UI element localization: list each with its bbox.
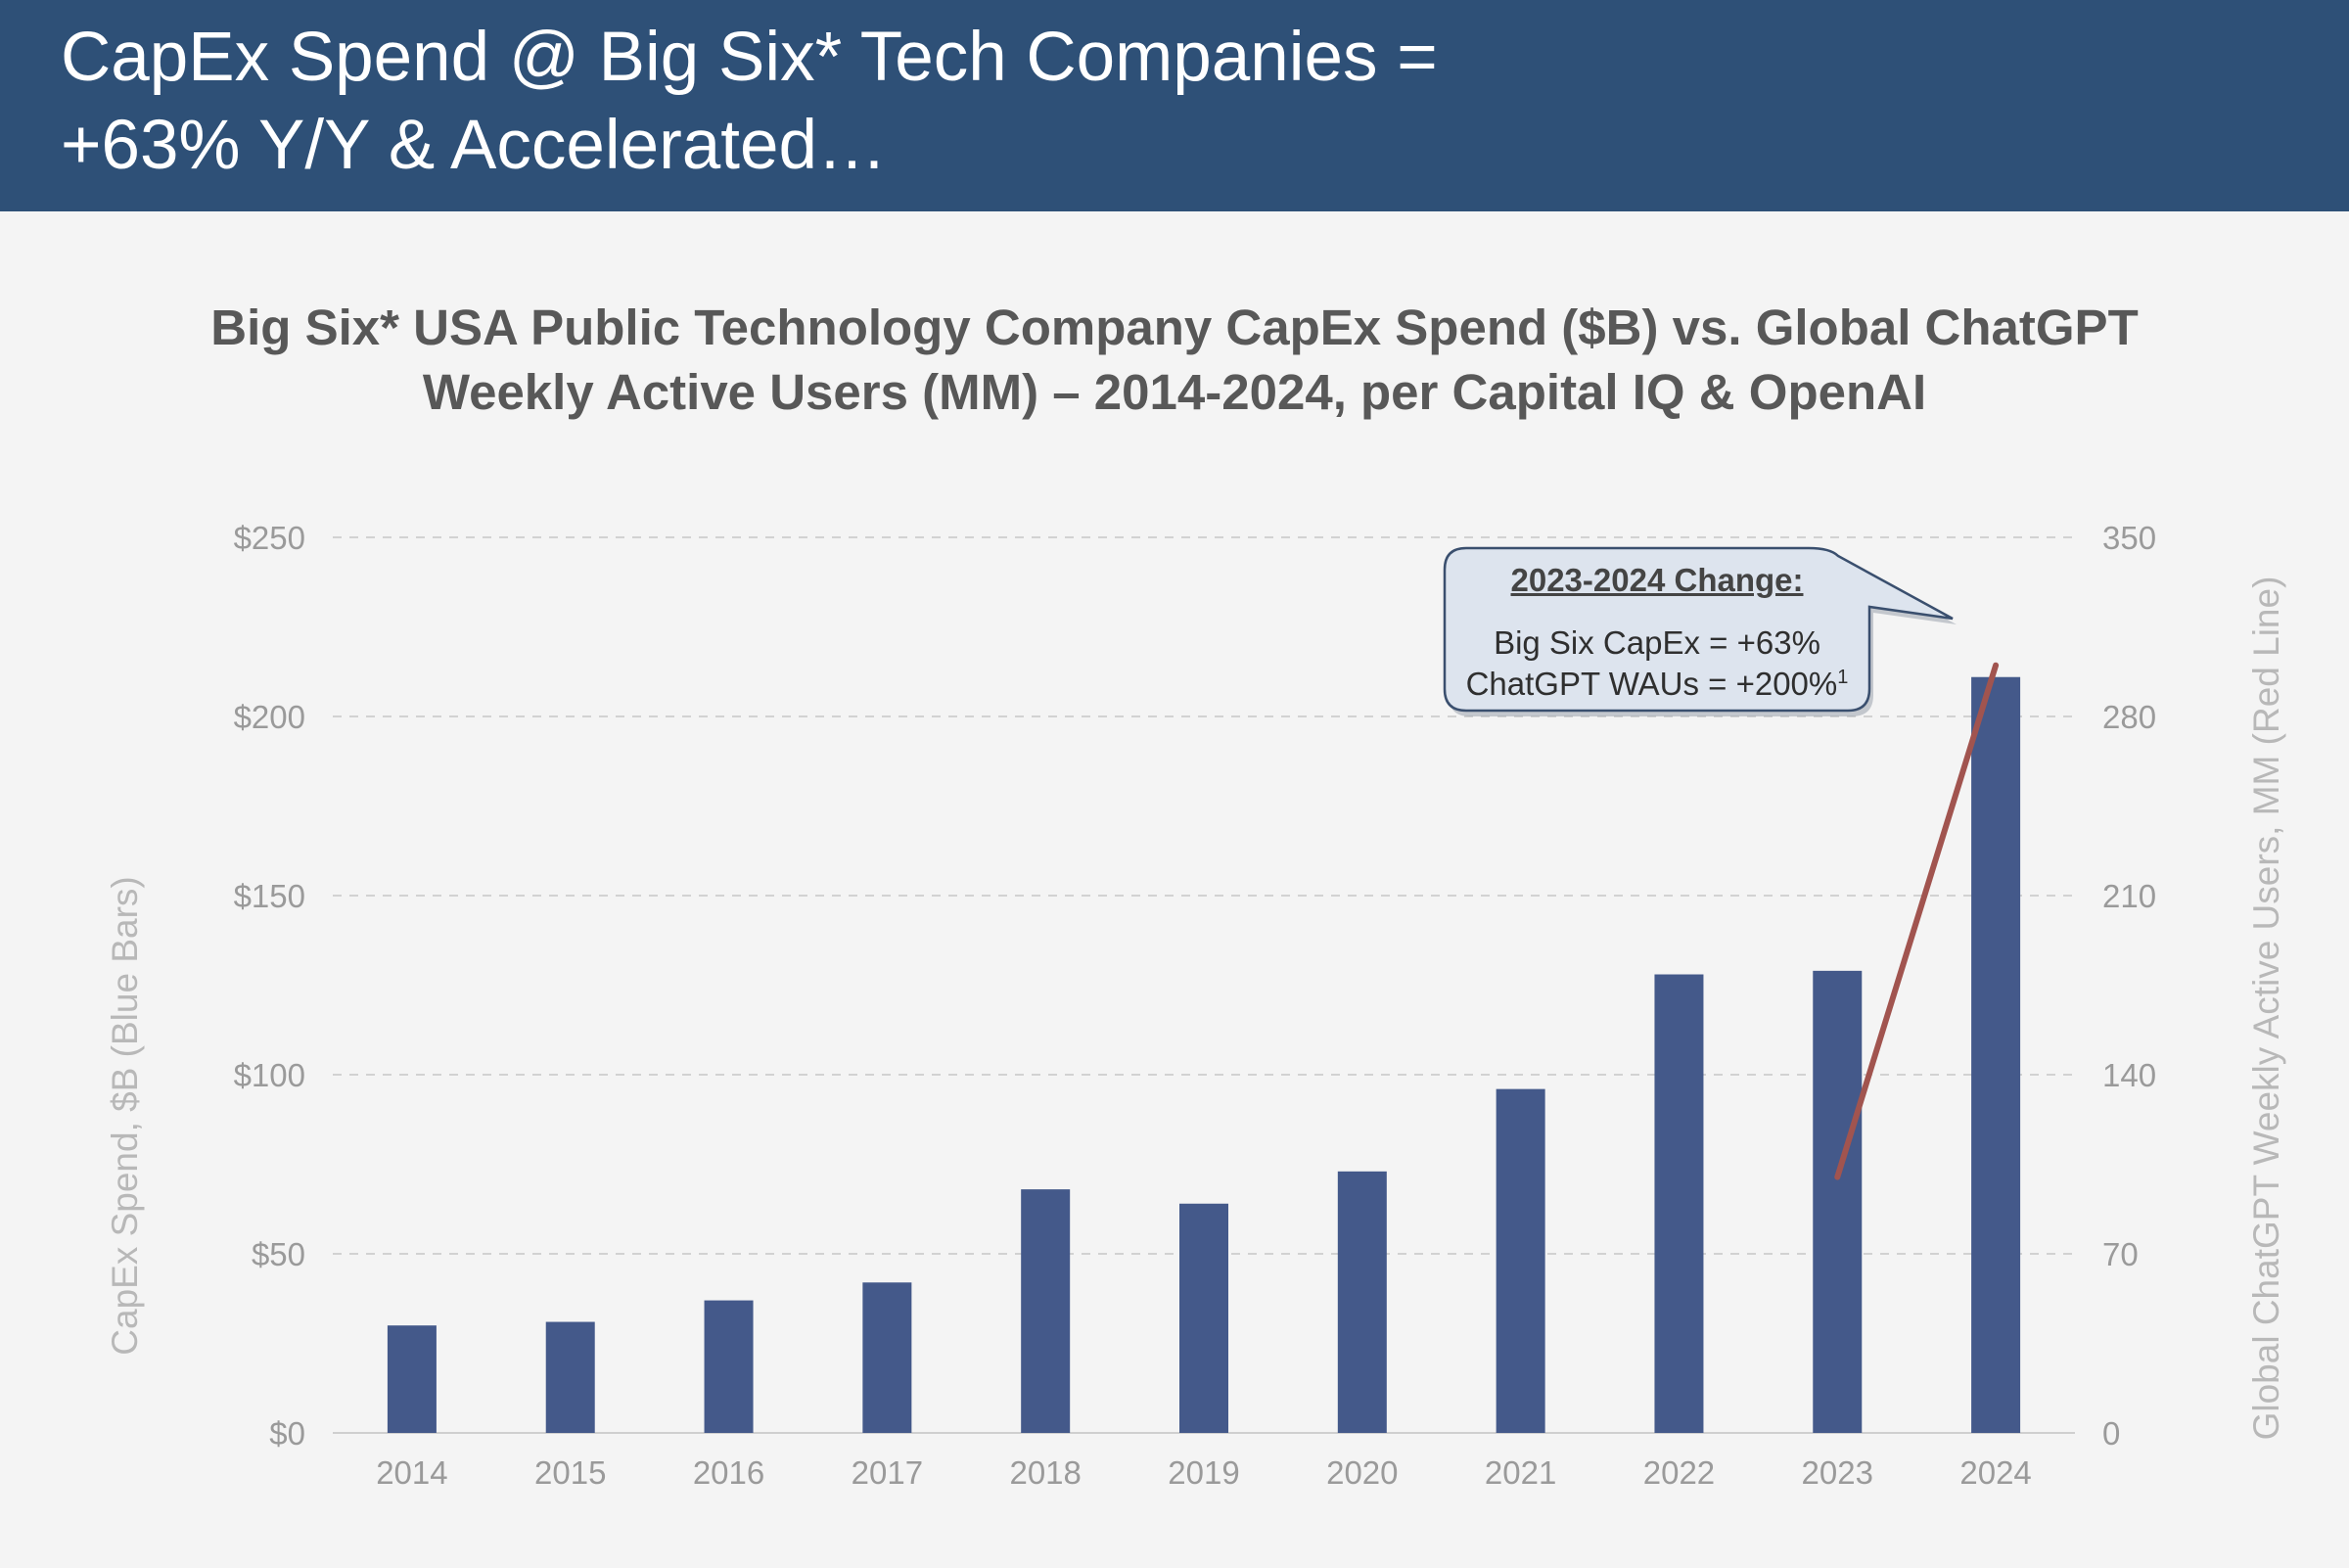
- y-tick-right: 210: [2102, 878, 2156, 914]
- x-tick-label: 2015: [534, 1454, 606, 1491]
- bar-2014: [387, 1325, 437, 1433]
- bar-2020: [1337, 1171, 1387, 1433]
- slide-title: CapEx Spend @ Big Six* Tech Companies = …: [61, 14, 1438, 190]
- y-axis-right-title: Global ChatGPT Weekly Active Users, MM (…: [2246, 576, 2286, 1441]
- y-tick-right: 0: [2102, 1415, 2120, 1452]
- wau-line-path: [1834, 662, 2000, 1180]
- y-tick-right: 280: [2102, 699, 2156, 735]
- y-tick-left: $200: [234, 699, 305, 735]
- y-tick-left: $100: [234, 1057, 305, 1093]
- callout-wau-change: ChatGPT WAUs = +200%1: [1445, 666, 1869, 703]
- bar-2015: [545, 1321, 595, 1433]
- bar-2019: [1179, 1203, 1228, 1433]
- y-tick-right: 140: [2102, 1057, 2156, 1093]
- chart-title: Big Six* USA Public Technology Company C…: [0, 296, 2349, 425]
- tick-labels: $0 0 $50 70 $100 140 $150 210 $200 280 $250 350 2014…: [234, 520, 2156, 1491]
- y-tick-right: 350: [2102, 520, 2156, 556]
- x-tick-label: 2014: [376, 1454, 447, 1491]
- chart-title-line-2: Weekly Active Users (MM) – 2014-2024, pe…: [422, 364, 1927, 420]
- bar-2024: [1971, 676, 2021, 1433]
- wau-line: [1834, 662, 2000, 1180]
- chart-title-line-1: Big Six* USA Public Technology Company C…: [210, 300, 2139, 355]
- x-tick-label: 2023: [1802, 1454, 1873, 1491]
- y-axis-left-title: CapEx Spend, $B (Blue Bars): [105, 876, 145, 1355]
- y-tick-left: $250: [234, 520, 305, 556]
- x-tick-label: 2022: [1643, 1454, 1715, 1491]
- capex-bars: [387, 676, 2021, 1433]
- x-tick-label: 2016: [693, 1454, 764, 1491]
- slide-header: CapEx Spend @ Big Six* Tech Companies = …: [0, 0, 2349, 211]
- change-callout: 2023-2024 Change: Big Six CapEx = +63% C…: [1445, 548, 1869, 711]
- y-tick-left: $0: [269, 1415, 305, 1452]
- x-tick-label: 2021: [1485, 1454, 1556, 1491]
- x-tick-label: 2019: [1168, 1454, 1239, 1491]
- x-tick-label: 2017: [852, 1454, 923, 1491]
- x-tick-label: 2018: [1009, 1454, 1081, 1491]
- bar-2021: [1496, 1088, 1545, 1433]
- x-tick-label: 2020: [1326, 1454, 1398, 1491]
- bar-2017: [862, 1282, 912, 1433]
- y-tick-left: $150: [234, 878, 305, 914]
- bar-2022: [1654, 974, 1704, 1433]
- x-tick-label: 2024: [1959, 1454, 2031, 1491]
- callout-box: [1443, 546, 1957, 716]
- callout-capex-change: Big Six CapEx = +63%: [1494, 624, 1820, 661]
- bar-2016: [704, 1300, 754, 1433]
- y-tick-left: $50: [252, 1236, 305, 1272]
- bar-2018: [1021, 1189, 1071, 1433]
- callout-wau-change-text: ChatGPT WAUs = +200%: [1465, 666, 1838, 702]
- y-tick-right: 70: [2102, 1236, 2139, 1272]
- callout-heading: 2023-2024 Change:: [1510, 562, 1804, 598]
- callout-bubble: [1443, 546, 1954, 713]
- bar-2023: [1813, 970, 1863, 1433]
- footnote-marker: 1: [1837, 667, 1849, 688]
- slide-title-line-2: +63% Y/Y & Accelerated…: [61, 107, 887, 184]
- slide-title-line-1: CapEx Spend @ Big Six* Tech Companies =: [61, 19, 1438, 96]
